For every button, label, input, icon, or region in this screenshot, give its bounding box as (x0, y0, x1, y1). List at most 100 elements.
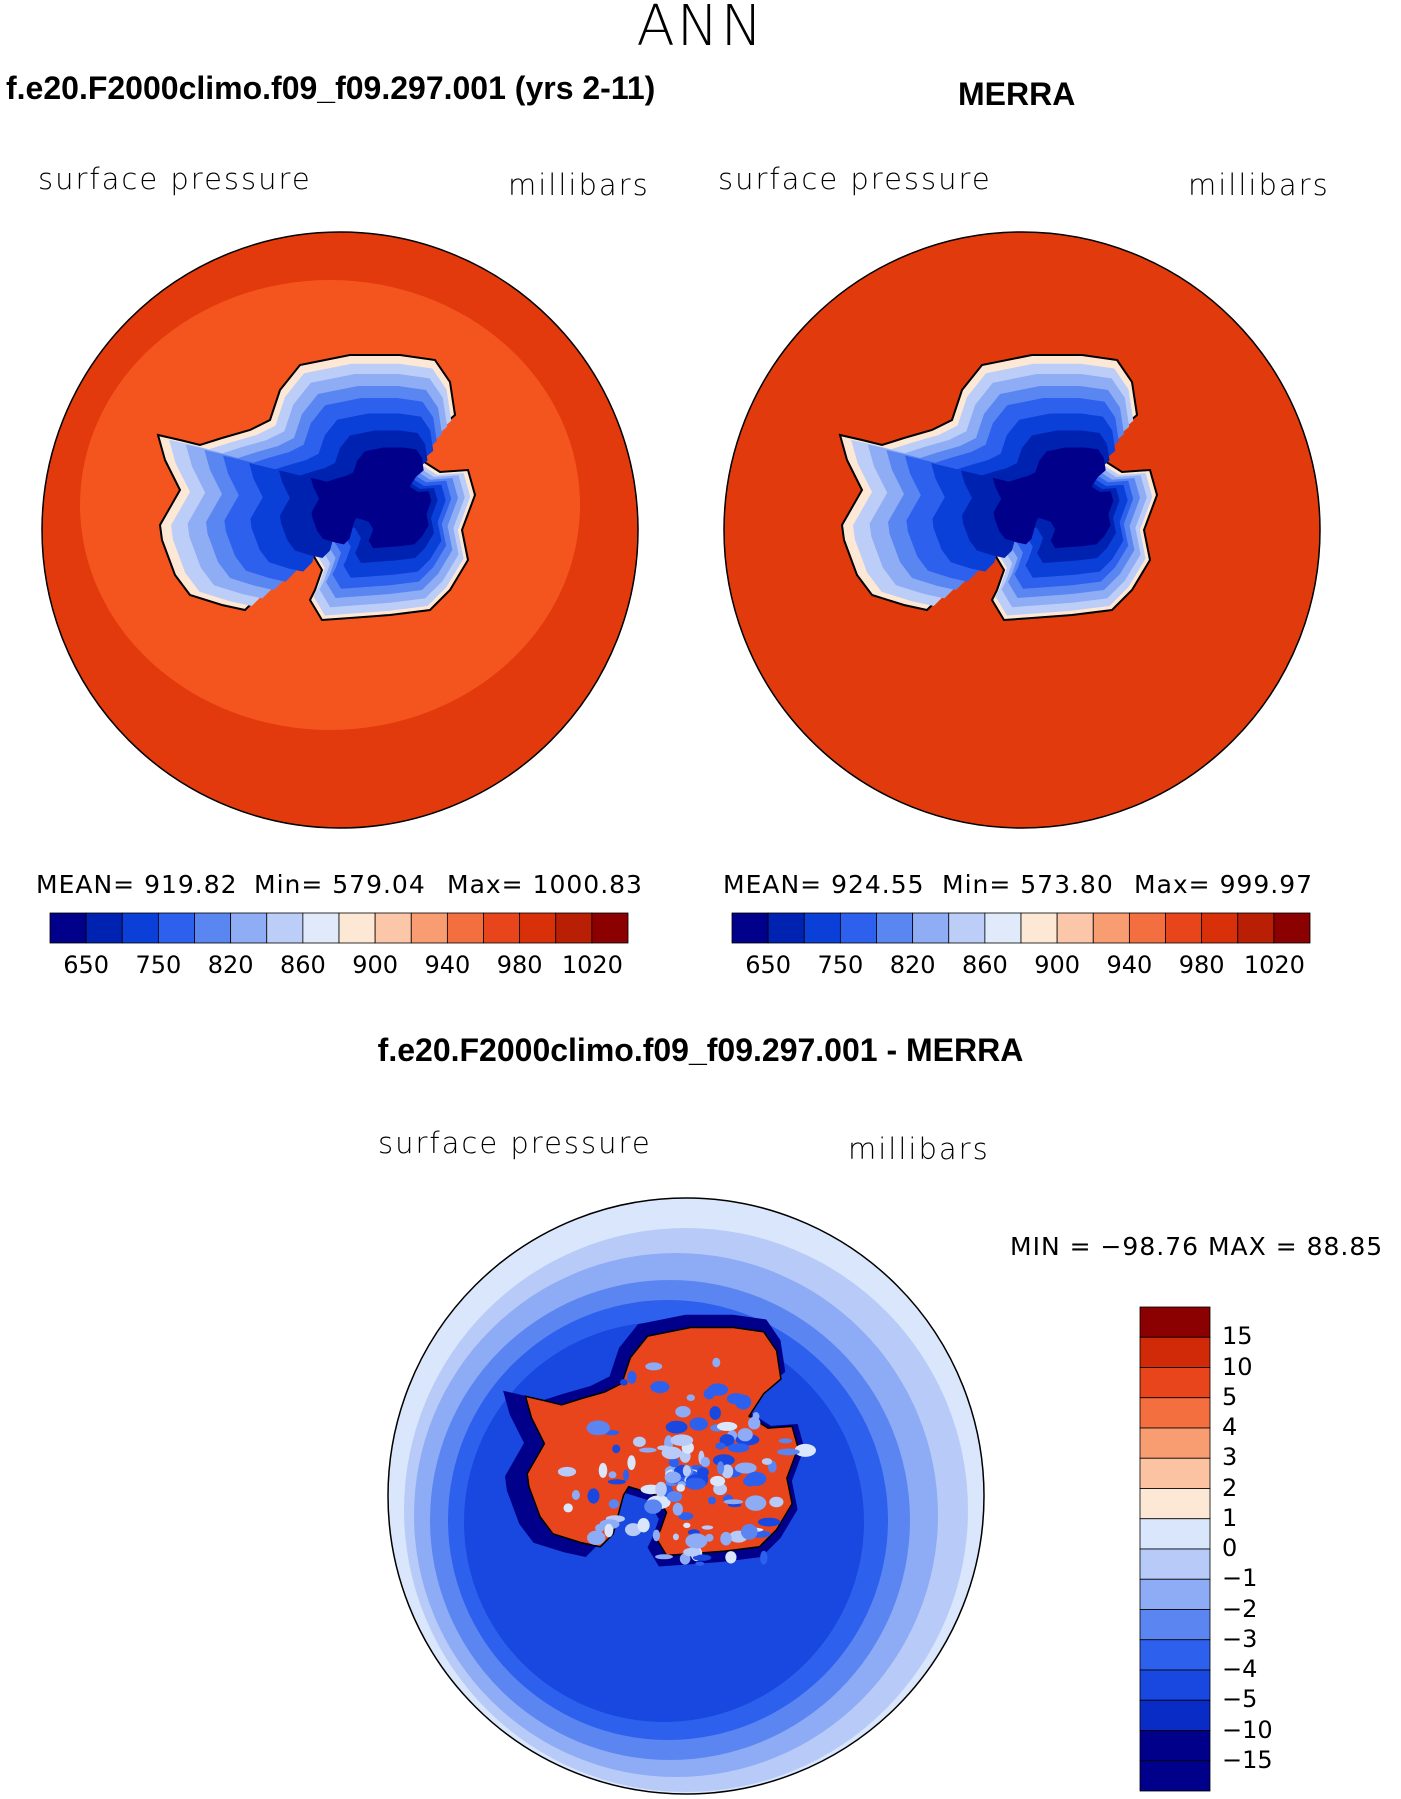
panel-title-model: f.e20.F2000climo.f09_f09.297.001 (yrs 2-… (6, 70, 656, 106)
colorbar-swatch (839, 912, 877, 944)
colorbar-swatch (519, 912, 557, 944)
colorbar-tick-label: −4 (1222, 1655, 1258, 1683)
map-model (41, 231, 639, 829)
colorbar-tick-label: 940 (1106, 951, 1153, 979)
season-title: ANN (636, 0, 765, 59)
diff-speckle (683, 1547, 701, 1557)
diff-speckle (745, 1495, 767, 1511)
diff-speckle (608, 1499, 620, 1509)
diff-speckle (661, 1446, 682, 1460)
diff-speckle (685, 1477, 706, 1490)
right-label-difference: millibars (848, 1132, 990, 1166)
colorbar-swatch (731, 912, 769, 944)
diff-speckle (689, 1417, 708, 1431)
colorbar-swatch (1139, 1639, 1211, 1671)
colorbar-swatch (194, 912, 232, 944)
left-label-model: surface pressure (38, 162, 312, 196)
diff-speckle (692, 1554, 712, 1561)
diff-speckle (655, 1554, 673, 1560)
colorbar-swatch (948, 912, 986, 944)
diff-speckle (612, 1444, 621, 1454)
colorbar-swatch (1139, 1488, 1211, 1520)
colorbar-tick-label: 750 (135, 951, 182, 979)
colorbar-swatch (1139, 1699, 1211, 1731)
diff-speckle (676, 1484, 685, 1492)
colorbar-tick-label: 15 (1222, 1322, 1253, 1351)
colorbar-tick-label: 1020 (1243, 951, 1305, 979)
diff-speckle (598, 1462, 608, 1478)
colorbar-difference (1139, 1306, 1211, 1792)
colorbar-swatch (338, 912, 376, 944)
diff-speckle (726, 1393, 746, 1405)
colorbar-tick-label: 4 (1222, 1413, 1238, 1441)
left-label-merra: surface pressure (718, 162, 992, 196)
colorbar-tick-label: 860 (961, 951, 1008, 979)
stat-min-model: Min= 579.04 (254, 870, 426, 899)
diff-speckle (725, 1551, 737, 1564)
colorbar-swatch (1139, 1427, 1211, 1459)
diff-speckle (710, 1475, 726, 1487)
colorbar-swatch (1273, 912, 1311, 944)
diff-speckle (685, 1533, 708, 1549)
diff-speckle (675, 1406, 691, 1418)
diff-speckle (715, 1442, 726, 1450)
colorbar-swatch (1139, 1609, 1211, 1641)
diff-speckle (640, 1569, 657, 1576)
diff-speckle (686, 1394, 695, 1401)
diff-speckle (760, 1550, 768, 1565)
colorbar-swatch (1139, 1760, 1211, 1792)
colorbar-model (49, 912, 629, 944)
diff-speckle (623, 1469, 629, 1481)
diff-speckle (712, 1357, 721, 1368)
diff-speckle (778, 1438, 792, 1444)
diff-speckle (645, 1362, 663, 1371)
diff-speckle (637, 1518, 650, 1533)
colorbar-swatch (1139, 1669, 1211, 1701)
colorbar-tick-label: −5 (1222, 1685, 1258, 1714)
colorbar-tick-label: 750 (817, 951, 864, 979)
diff-speckle (672, 1533, 679, 1541)
colorbar-swatch (1139, 1457, 1211, 1489)
diff-speckle (587, 1530, 606, 1545)
diff-speckle (670, 1434, 694, 1446)
colorbar-swatch (1237, 912, 1275, 944)
colorbar-tick-label: 900 (352, 951, 399, 979)
diff-speckle (700, 1456, 710, 1468)
colorbar-swatch (1020, 912, 1058, 944)
diff-speckle (607, 1479, 626, 1485)
right-label-model: millibars (508, 168, 650, 202)
diff-speckle (595, 1524, 605, 1533)
diff-speckle (683, 1522, 691, 1528)
antarctica-contour-7 (310, 447, 432, 549)
colorbar-swatch (157, 912, 195, 944)
colorbar-tick-label: 5 (1222, 1382, 1238, 1411)
colorbar-tick-label: −15 (1222, 1745, 1273, 1774)
diff-speckle (627, 1370, 637, 1384)
diff-speckle (644, 1499, 662, 1514)
diff-speckle (794, 1443, 816, 1457)
diff-speckle (716, 1421, 738, 1431)
diff-speckle (633, 1436, 646, 1447)
colorbar-swatch (49, 912, 87, 944)
diff-speckle (682, 1465, 691, 1477)
diff-speckle (777, 1448, 800, 1456)
colorbar-tick-label: 940 (424, 951, 471, 979)
colorbar-swatch (555, 912, 593, 944)
colorbar-tick-label: 980 (1178, 951, 1225, 979)
diff-speckle (678, 1512, 694, 1521)
colorbar-tick-label: 1020 (561, 951, 623, 979)
colorbar-tick-label: 650 (745, 951, 792, 979)
diff-speckle (586, 1420, 610, 1436)
antarctica-contour-7 (992, 447, 1114, 549)
colorbar-swatch (410, 912, 448, 944)
diff-speckle (668, 1457, 680, 1468)
colorbar-swatch (803, 912, 841, 944)
colorbar-tick-label: 820 (889, 951, 936, 979)
colorbar-swatch (1128, 912, 1166, 944)
colorbar-swatch (1165, 912, 1203, 944)
colorbar-tick-label: 0 (1222, 1534, 1238, 1562)
colorbar-swatch (1139, 1730, 1211, 1762)
diff-speckle (571, 1490, 580, 1500)
colorbar-tick-label: 2 (1222, 1473, 1238, 1502)
